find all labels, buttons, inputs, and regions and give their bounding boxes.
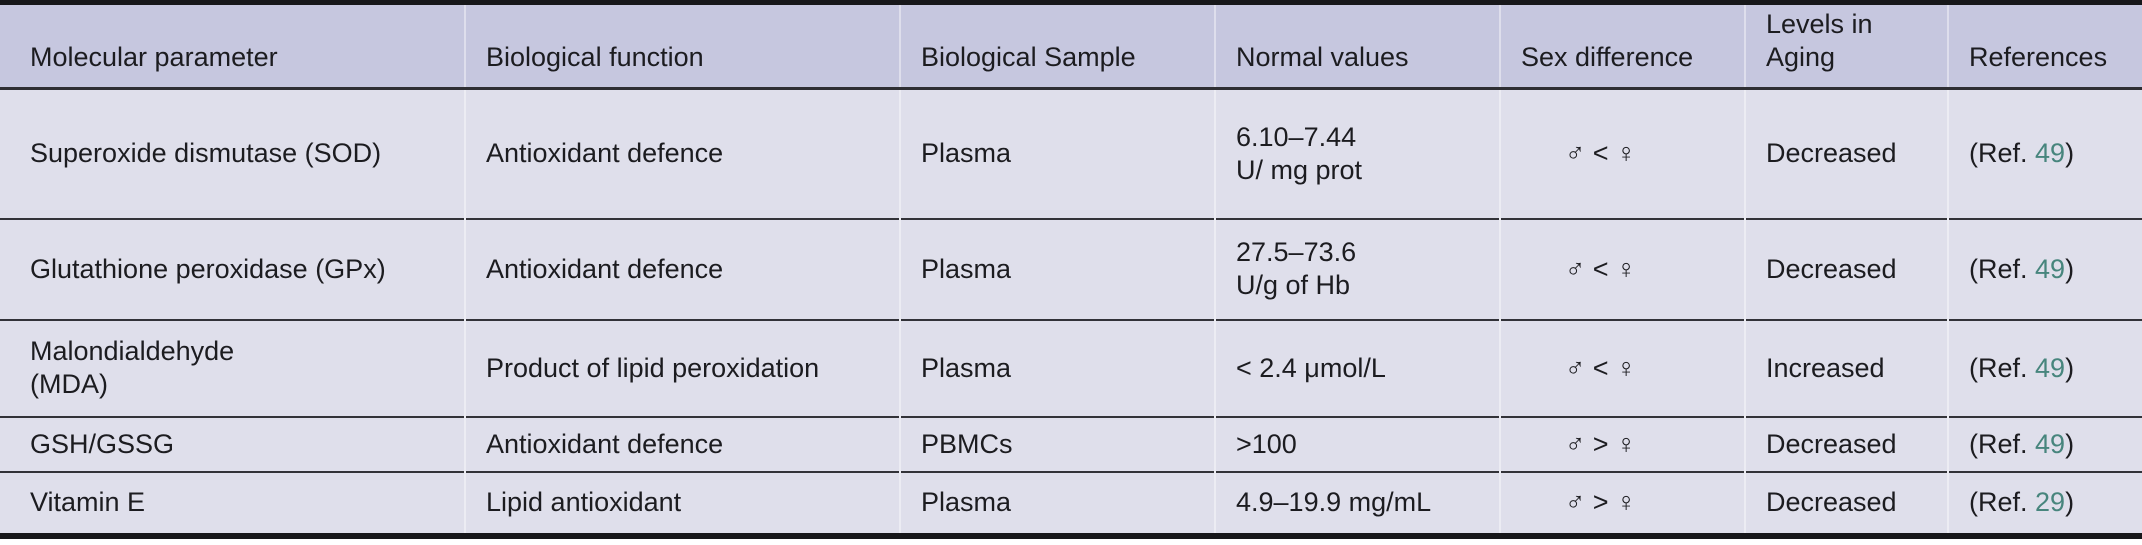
- cell-molecular-parameter: Glutathione peroxidase (GPx): [0, 217, 465, 320]
- cell-molecular-parameter: Vitamin E: [0, 470, 465, 536]
- reference-prefix: (Ref.: [1969, 428, 2036, 459]
- cell-levels-in-aging: Decreased: [1744, 217, 1948, 320]
- table-body: Superoxide dismutase (SOD) Antioxidant d…: [0, 88, 2142, 536]
- cell-biological-function: Lipid antioxidant: [464, 470, 900, 536]
- cell-biological-sample: PBMCs: [899, 415, 1215, 472]
- cell-references: (Ref. 49): [1947, 88, 2142, 219]
- table-row-sod: Superoxide dismutase (SOD) Antioxidant d…: [0, 88, 2142, 219]
- cell-references: (Ref. 49): [1947, 217, 2142, 320]
- cell-sex-difference: ♂ < ♀: [1499, 88, 1745, 219]
- reference-suffix: ): [2065, 352, 2075, 383]
- table-row-vitamin-e: Vitamin E Lipid antioxidant Plasma 4.9–1…: [0, 470, 2142, 536]
- table-row-mda: Malondialdehyde (MDA) Product of lipid p…: [0, 318, 2142, 417]
- cell-normal-values: 4.9–19.9 mg/mL: [1214, 470, 1500, 536]
- cell-references: (Ref. 49): [1947, 318, 2142, 417]
- column-header-biological-function: Biological function: [464, 2, 900, 90]
- column-header-levels-in-aging: Levels in Aging: [1744, 2, 1948, 90]
- table-header: Molecular parameter Biological function …: [0, 2, 2142, 90]
- cell-sex-difference: ♂ < ♀: [1499, 217, 1745, 320]
- cell-normal-values: < 2.4 μmol/L: [1214, 318, 1500, 417]
- column-header-normal-values: Normal values: [1214, 2, 1500, 90]
- cell-molecular-parameter: GSH/GSSG: [0, 415, 465, 472]
- cell-molecular-parameter: Superoxide dismutase (SOD): [30, 138, 382, 169]
- cell-sex-difference: ♂ < ♀: [1499, 318, 1745, 417]
- column-header-sex-difference: Sex difference: [1499, 2, 1745, 90]
- cell-molecular-parameter: Malondialdehyde (MDA): [0, 318, 465, 417]
- cell-levels-in-aging: Decreased: [1744, 88, 1948, 219]
- reference-number-link[interactable]: 49: [2035, 428, 2066, 459]
- reference-prefix: (Ref.: [1969, 352, 2036, 383]
- reference-prefix: (Ref.: [1969, 253, 2036, 284]
- reference-number-link[interactable]: 29: [2035, 487, 2066, 517]
- table-row-gsh-gssg: GSH/GSSG Antioxidant defence PBMCs >100 …: [0, 415, 2142, 472]
- reference-suffix: ): [2065, 253, 2075, 284]
- cell-sex-difference: ♂ > ♀: [1499, 415, 1745, 472]
- cell-normal-values: 6.10–7.44 U/ mg prot: [1214, 88, 1500, 219]
- cell-references: (Ref. 49): [1947, 415, 2142, 472]
- cell-levels-in-aging: Decreased: [1744, 470, 1948, 536]
- cell-normal-values: 27.5–73.6 U/g of Hb: [1214, 217, 1500, 320]
- cell-levels-in-aging: Increased: [1744, 318, 1948, 417]
- cell-sex-difference: ♂ > ♀: [1499, 470, 1745, 536]
- cell-biological-sample: Plasma: [899, 88, 1215, 219]
- reference-suffix: ): [2065, 428, 2075, 459]
- reference-number-link[interactable]: 49: [2035, 138, 2066, 169]
- cell-levels-in-aging: Decreased: [1744, 415, 1948, 472]
- reference-number-link[interactable]: 49: [2035, 352, 2066, 383]
- reference-prefix: (Ref.: [1969, 487, 2036, 517]
- cell-biological-function: Antioxidant defence: [464, 415, 900, 472]
- reference-prefix: (Ref.: [1969, 138, 2036, 169]
- table-row-gpx: Glutathione peroxidase (GPx) Antioxidant…: [0, 217, 2142, 320]
- cell-normal-values: >100: [1214, 415, 1500, 472]
- reference-number-link[interactable]: 49: [2035, 253, 2066, 284]
- cell-biological-sample: Plasma: [899, 470, 1215, 536]
- cell-biological-function: Antioxidant defence: [464, 217, 900, 320]
- reference-suffix: ): [2065, 138, 2075, 169]
- header-row: Molecular parameter Biological function …: [0, 2, 2142, 90]
- column-header-biological-sample: Biological Sample: [899, 2, 1215, 90]
- reference-suffix: ): [2065, 487, 2075, 517]
- cell-biological-function: Product of lipid peroxidation: [464, 318, 900, 417]
- cell-biological-function: Antioxidant defence: [464, 88, 900, 219]
- cell-biological-sample: Plasma: [899, 217, 1215, 320]
- column-header-references: References: [1947, 2, 2142, 90]
- cell-biological-sample: Plasma: [899, 318, 1215, 417]
- cell-references: (Ref. 29): [1947, 470, 2142, 536]
- column-header-molecular-parameter: Molecular parameter: [0, 2, 465, 90]
